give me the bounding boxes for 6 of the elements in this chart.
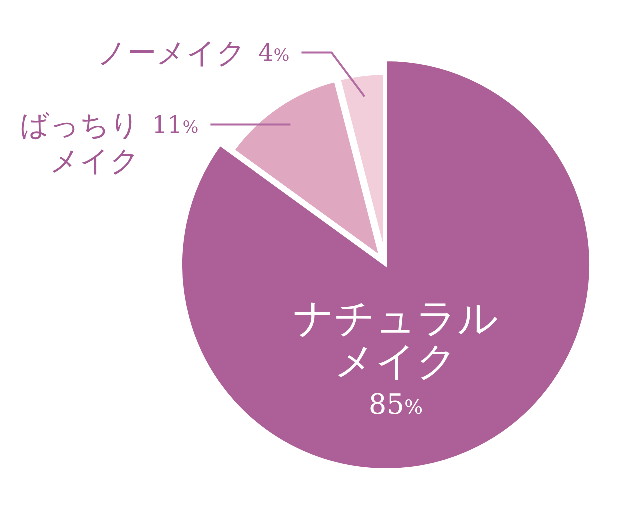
slice-label: ナチュラルメイク bbox=[292, 296, 500, 385]
slice-label: ノーメイク bbox=[96, 34, 246, 71]
data-label: 85% bbox=[368, 388, 424, 421]
slice-label: ばっちりメイク bbox=[19, 106, 140, 179]
data-label: 11% bbox=[152, 110, 199, 139]
data-label: 4% bbox=[258, 38, 290, 67]
